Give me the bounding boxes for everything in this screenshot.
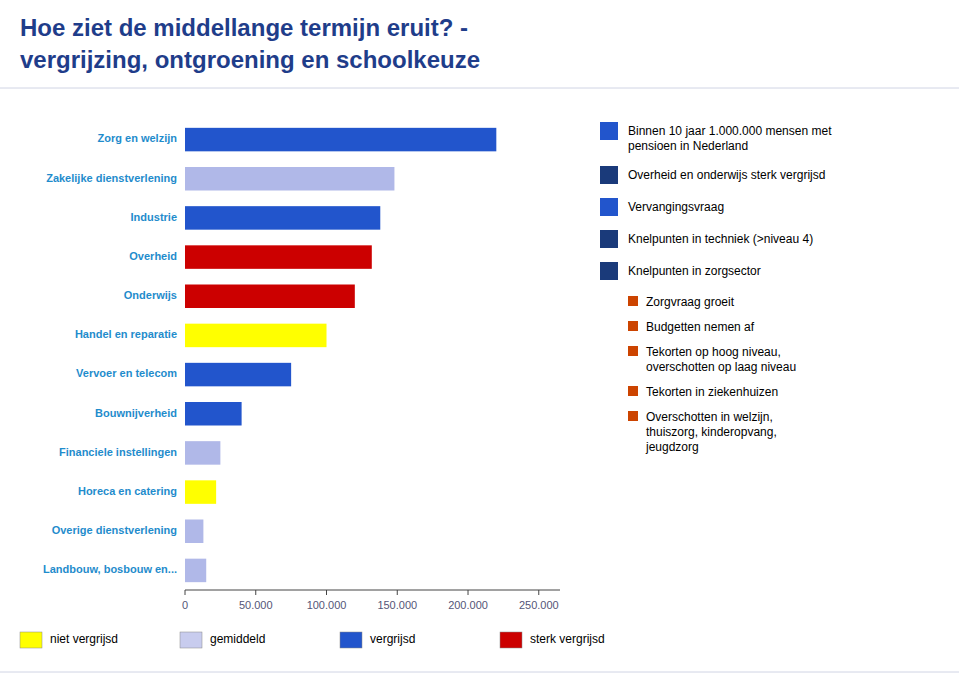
category-label: Handel en reparatie (75, 328, 177, 340)
bar (185, 480, 216, 504)
note-text: Knelpunten in techniek (>niveau 4) (628, 232, 813, 246)
bar (185, 363, 291, 387)
x-tick-label: 50.000 (239, 599, 273, 611)
subnote-swatch (628, 321, 638, 331)
subnote-swatch (628, 386, 638, 396)
bar (185, 167, 394, 191)
subnote-swatch (628, 411, 638, 421)
legend-swatch (340, 632, 362, 648)
legend-label: gemiddeld (210, 632, 265, 646)
note-text: Binnen 10 jaar 1.000.000 mensen met (628, 124, 832, 138)
title: Hoe ziet de middellange termijn eruit? - (20, 14, 468, 41)
category-label: Zorg en welzijn (98, 132, 178, 144)
bar (185, 128, 496, 152)
note-text: pensioen in Nederland (628, 139, 748, 153)
subnote-text: overschotten op laag niveau (646, 360, 796, 374)
subnote-text: Tekorten op hoog niveau, (646, 345, 781, 359)
category-label: Horeca en catering (78, 485, 177, 497)
note-swatch (600, 122, 618, 140)
legend-swatch (180, 632, 202, 648)
legend-label: sterk vergrijsd (530, 632, 605, 646)
x-tick (538, 590, 539, 595)
category-label: Financiele instellingen (59, 446, 177, 458)
subnote-text: jeugdzorg (645, 440, 699, 454)
bar (185, 441, 220, 465)
note-swatch (600, 230, 618, 248)
legend-swatch (20, 632, 42, 648)
category-label: Bouwnijverheid (95, 407, 177, 419)
category-label: Industrie (131, 211, 177, 223)
subnote-text: thuiszorg, kinderopvang, (646, 425, 777, 439)
x-tick-label: 100.000 (307, 599, 347, 611)
bar (185, 206, 380, 230)
bar (185, 285, 355, 309)
x-tick-label: 0 (182, 599, 188, 611)
bars (185, 128, 496, 582)
bar (185, 402, 242, 426)
chart: Hoe ziet de middellange termijn eruit? -… (0, 0, 959, 684)
category-label: Onderwijs (124, 289, 177, 301)
subnote-swatch (628, 346, 638, 356)
bar (185, 324, 327, 348)
category-label: Vervoer en telecom (76, 367, 177, 379)
subtitle: vergrijzing, ontgroening en schoolkeuze (20, 46, 480, 73)
legend-label: vergrijsd (370, 632, 415, 646)
category-label: Zakelijke dienstverlening (46, 172, 177, 184)
bar (185, 245, 372, 268)
bar (185, 559, 206, 583)
category-label: Overheid (129, 250, 177, 262)
x-tick (397, 590, 398, 595)
subnote-text: Zorgvraag groeit (646, 295, 735, 309)
category-label: Overige dienstverlening (52, 524, 177, 536)
legend-swatch (500, 632, 522, 648)
subnote-text: Tekorten in ziekenhuizen (646, 385, 778, 399)
note-text: Vervangingsvraag (628, 200, 724, 214)
subnote-swatch (628, 296, 638, 306)
divider (0, 88, 959, 89)
legend-label: niet vergrijsd (50, 632, 118, 646)
x-tick-label: 250.000 (519, 599, 559, 611)
note-swatch (600, 198, 618, 216)
bar (185, 520, 203, 544)
subnote-text: Budgetten nemen af (646, 320, 755, 334)
note-swatch (600, 262, 618, 280)
x-tick (255, 590, 256, 595)
x-axis (185, 590, 560, 591)
note-text: Overheid en onderwijs sterk vergrijsd (628, 168, 825, 182)
category-label: Landbouw, bosbouw en... (43, 563, 177, 575)
x-tick (326, 590, 327, 595)
note-text: Knelpunten in zorgsector (628, 264, 761, 278)
x-tick-label: 150.000 (377, 599, 417, 611)
x-tick (185, 590, 186, 595)
subnote-text: Overschotten in welzijn, (646, 410, 773, 424)
note-swatch (600, 166, 618, 184)
x-tick-label: 200.000 (448, 599, 488, 611)
footer-rule (0, 672, 959, 673)
x-tick (468, 590, 469, 595)
